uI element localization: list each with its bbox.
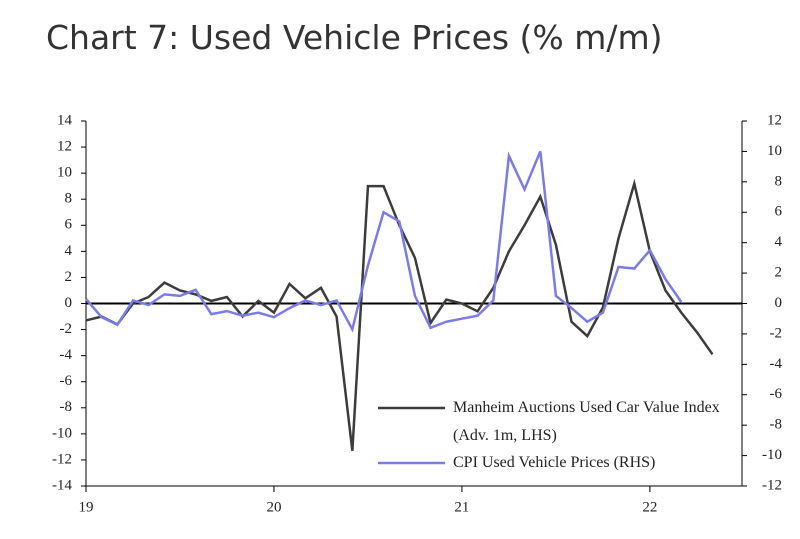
y2-tick-label: -12 — [762, 477, 782, 493]
y-tick-label: 6 — [65, 217, 73, 233]
y2-tick-label: 10 — [767, 143, 782, 159]
y-tick-label: -14 — [52, 477, 72, 493]
series-line — [85, 150, 683, 333]
y-tick-label: 14 — [57, 112, 73, 128]
y2-tick-label: -4 — [770, 356, 783, 372]
y2-tick-label: 8 — [775, 173, 783, 189]
y2-tick-label: 0 — [775, 295, 783, 311]
y2-tick-label: 12 — [767, 112, 782, 128]
y2-tick-label: 6 — [775, 204, 783, 220]
y2-tick-label: -8 — [770, 417, 783, 433]
y-tick-label: -2 — [60, 321, 73, 337]
y2-tick-label: 2 — [775, 265, 783, 281]
y-tick-label: 12 — [57, 139, 72, 155]
y-tick-label: 2 — [65, 269, 73, 285]
legend-label: CPI Used Vehicle Prices (RHS) — [453, 454, 656, 471]
x-tick-label: 19 — [79, 499, 94, 515]
chart-title: Chart 7: Used Vehicle Prices (% m/m) — [46, 18, 663, 57]
y2-tick-label: 4 — [775, 234, 783, 250]
y-tick-label: -8 — [60, 399, 73, 415]
y-tick-label: 0 — [65, 295, 73, 311]
y-tick-label: -10 — [52, 425, 72, 441]
x-tick-label: 20 — [266, 499, 281, 515]
y2-tick-label: -10 — [762, 447, 782, 463]
legend-label: Manheim Auctions Used Car Value Index (A… — [453, 399, 720, 444]
y2-tick-label: -2 — [770, 325, 783, 341]
x-tick-label: 22 — [642, 499, 657, 515]
y-tick-label: -12 — [52, 451, 72, 467]
y2-tick-label: -6 — [770, 386, 783, 402]
y-tick-label: 8 — [65, 191, 73, 207]
x-tick-label: 21 — [454, 499, 469, 515]
y-tick-label: 4 — [65, 243, 73, 259]
y-tick-label: -4 — [60, 347, 73, 363]
y-tick-label: 10 — [57, 165, 72, 181]
y-tick-label: -6 — [60, 373, 73, 389]
